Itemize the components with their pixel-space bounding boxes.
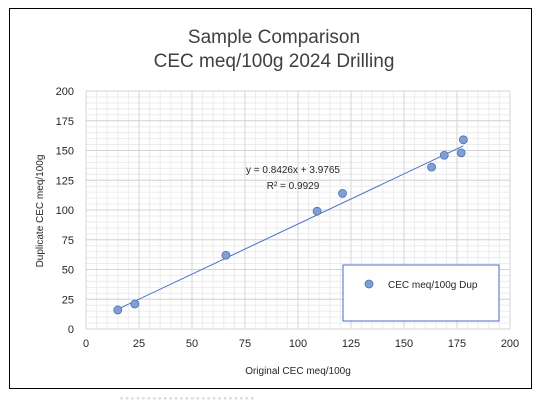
y-tick-label: 0 (68, 324, 74, 336)
x-tick-label: 150 (395, 338, 413, 350)
legend: CEC meq/100g Dup (342, 264, 500, 322)
data-point (439, 150, 449, 160)
y-tick-label: 150 (56, 146, 74, 158)
data-point (427, 162, 436, 172)
x-tick-label: 175 (448, 338, 466, 350)
trendline-r-squared: R² = 0.9929 (267, 181, 320, 192)
y-tick-label: 100 (56, 205, 74, 217)
x-tick-label: 0 (83, 338, 89, 350)
y-tick-label: 75 (62, 235, 74, 247)
bottom-cropped-strip: ◦ ◦ ◦ ◦ ◦ ◦ ◦ ◦ ◦ ◦ ◦ ◦ ◦ ◦ ◦ ◦ ◦ ◦ ◦ ◦ … (0, 393, 544, 401)
legend-marker (364, 279, 374, 289)
data-point (130, 299, 140, 309)
y-tick-label: 25 (62, 294, 74, 306)
x-tick-label: 25 (133, 338, 145, 350)
x-axis-title: Original CEC meq/100g (245, 366, 351, 377)
y-tick-label: 175 (56, 116, 74, 128)
chart-frame: 0 25 50 75 100 125 150 175 200 0 25 50 75 100 125 150 1… (9, 8, 532, 389)
bottom-cropped-glyphs: ◦ ◦ ◦ ◦ ◦ ◦ ◦ ◦ ◦ ◦ ◦ ◦ ◦ ◦ ◦ ◦ ◦ ◦ ◦ ◦ … (120, 393, 254, 401)
data-point (221, 250, 231, 260)
trendline (117, 145, 464, 310)
chart-svg: 0 25 50 75 100 125 150 175 200 0 25 50 75 100 125 150 1… (35, 27, 519, 377)
legend-label: CEC meq/100g Dup (388, 280, 478, 291)
y-tick-label: 200 (56, 86, 74, 98)
x-tick-label: 125 (342, 338, 360, 350)
trendline-equation: y = 0.8426x + 3.9765 (246, 165, 340, 176)
data-point (338, 188, 347, 198)
x-tick-label: 50 (186, 338, 198, 350)
y-tick-label: 125 (56, 175, 74, 187)
x-tick-label: 75 (239, 338, 251, 350)
legend-box (342, 264, 500, 322)
y-tick-labels: 0 25 50 75 100 125 150 175 200 (56, 86, 74, 336)
y-tick-label: 50 (62, 265, 74, 277)
data-point (113, 305, 123, 315)
y-axis-title: Duplicate CEC meq/100g (35, 155, 46, 268)
x-tick-labels: 0 25 50 75 100 125 150 175 200 (83, 338, 519, 350)
chart-title-line-1: Sample Comparison (188, 27, 360, 48)
data-point (312, 206, 322, 216)
data-point (456, 148, 466, 158)
chart-title-line-2: CEC meq/100g 2024 Drilling (154, 51, 395, 72)
x-tick-label: 100 (289, 338, 307, 350)
major-gridlines (85, 90, 511, 330)
data-points (113, 135, 468, 315)
x-tick-label: 200 (501, 338, 519, 350)
data-point (458, 135, 468, 145)
trendline-layer (117, 145, 464, 310)
